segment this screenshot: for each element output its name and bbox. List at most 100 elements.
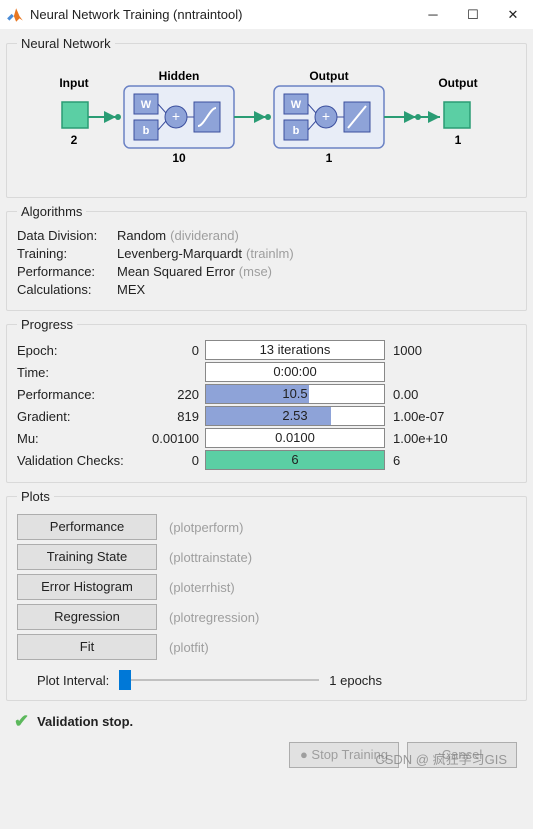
svg-text:1: 1 xyxy=(454,133,461,147)
svg-text:1: 1 xyxy=(325,151,332,165)
progress-bar: 6 xyxy=(205,450,385,470)
progress-label: Mu: xyxy=(17,431,145,446)
progress-bar-text: 2.53 xyxy=(206,407,384,425)
progress-row: Gradient:8192.531.00e-07 xyxy=(17,406,516,426)
svg-text:10: 10 xyxy=(172,151,186,165)
progress-label: Gradient: xyxy=(17,409,145,424)
progress-min: 0.00100 xyxy=(145,431,205,446)
plot-interval-value: 1 epochs xyxy=(329,673,382,688)
algorithms-legend: Algorithms xyxy=(17,204,86,219)
progress-row: Time: 0:00:00 xyxy=(17,362,516,382)
status-row: ✔ Validation stop. xyxy=(6,707,527,736)
close-button[interactable]: ✕ xyxy=(493,0,533,30)
algorithm-label: Calculations: xyxy=(17,282,117,297)
progress-row: Mu:0.001000.01001.00e+10 xyxy=(17,428,516,448)
progress-min: 220 xyxy=(145,387,205,402)
svg-text:Output: Output xyxy=(438,76,477,90)
progress-bar-text: 0:00:00 xyxy=(206,363,384,381)
progress-bar-text: 13 iterations xyxy=(206,341,384,359)
algorithm-hint: (mse) xyxy=(239,264,272,279)
plot-row: Performance (plotperform) xyxy=(17,514,516,540)
progress-bar-text: 0.0100 xyxy=(206,429,384,447)
maximize-button[interactable]: ☐ xyxy=(453,0,493,30)
plot-button[interactable]: Regression xyxy=(17,604,157,630)
window-title: Neural Network Training (nntraintool) xyxy=(30,7,413,22)
progress-min: 819 xyxy=(145,409,205,424)
cancel-button[interactable]: Cancel xyxy=(407,742,517,768)
svg-text:W: W xyxy=(140,99,151,111)
plots-legend: Plots xyxy=(17,489,54,504)
progress-bar-text: 10.5 xyxy=(206,385,384,403)
svg-text:+: + xyxy=(171,108,179,124)
progress-max: 1.00e+10 xyxy=(385,431,448,446)
plot-interval-label: Plot Interval: xyxy=(37,673,109,688)
checkmark-icon: ✔ xyxy=(14,711,29,732)
progress-max: 0.00 xyxy=(385,387,418,402)
minimize-button[interactable]: ─ xyxy=(413,0,453,30)
plot-button[interactable]: Fit xyxy=(17,634,157,660)
algorithm-label: Training: xyxy=(17,246,117,261)
svg-text:2: 2 xyxy=(70,133,77,147)
plot-button[interactable]: Training State xyxy=(17,544,157,570)
plot-hint: (plottrainstate) xyxy=(169,550,252,565)
algorithm-hint: (dividerand) xyxy=(170,228,239,243)
svg-text:b: b xyxy=(292,125,299,137)
progress-row: Validation Checks:066 xyxy=(17,450,516,470)
progress-label: Epoch: xyxy=(17,343,145,358)
plot-row: Training State (plottrainstate) xyxy=(17,544,516,570)
algorithm-value: Levenberg-Marquardt xyxy=(117,246,242,261)
algorithms-group: Algorithms Data Division:Random (dividera… xyxy=(6,204,527,311)
plot-interval-slider[interactable] xyxy=(119,670,319,690)
svg-text:Hidden: Hidden xyxy=(158,69,199,83)
progress-legend: Progress xyxy=(17,317,77,332)
svg-text:+: + xyxy=(321,108,329,124)
plot-row: Regression (plotregression) xyxy=(17,604,516,630)
plot-hint: (ploterrhist) xyxy=(169,580,235,595)
neural-network-legend: Neural Network xyxy=(17,36,115,51)
algorithm-row: Data Division:Random (dividerand) xyxy=(17,228,516,243)
plot-hint: (plotfit) xyxy=(169,640,209,655)
progress-bar: 0:00:00 xyxy=(205,362,385,382)
progress-label: Performance: xyxy=(17,387,145,402)
plot-hint: (plotperform) xyxy=(169,520,243,535)
progress-bar-text: 6 xyxy=(206,451,384,469)
progress-max: 1.00e-07 xyxy=(385,409,444,424)
neural-network-group: Neural Network Input2HiddenWb+10OutputWb… xyxy=(6,36,527,198)
algorithm-row: Training:Levenberg-Marquardt (trainlm) xyxy=(17,246,516,261)
algorithm-label: Data Division: xyxy=(17,228,117,243)
algorithm-value: Random xyxy=(117,228,166,243)
titlebar: Neural Network Training (nntraintool) ─ … xyxy=(0,0,533,30)
progress-row: Performance:22010.50.00 xyxy=(17,384,516,404)
svg-text:b: b xyxy=(142,125,149,137)
algorithm-label: Performance: xyxy=(17,264,117,279)
status-text: Validation stop. xyxy=(37,714,133,729)
progress-bar: 13 iterations xyxy=(205,340,385,360)
matlab-logo-icon xyxy=(6,6,24,24)
progress-row: Epoch:013 iterations1000 xyxy=(17,340,516,360)
progress-group: Progress Epoch:013 iterations1000Time:0:… xyxy=(6,317,527,483)
progress-bar: 2.53 xyxy=(205,406,385,426)
progress-label: Validation Checks: xyxy=(17,453,145,468)
progress-label: Time: xyxy=(17,365,145,380)
plots-group: Plots Performance (plotperform) Training S… xyxy=(6,489,527,701)
algorithm-value: MEX xyxy=(117,282,145,297)
plot-button[interactable]: Error Histogram xyxy=(17,574,157,600)
progress-max: 1000 xyxy=(385,343,422,358)
plot-button[interactable]: Performance xyxy=(17,514,157,540)
progress-bar: 10.5 xyxy=(205,384,385,404)
network-diagram: Input2HiddenWb+10OutputWb+1Output1 xyxy=(17,57,516,187)
svg-text:Output: Output xyxy=(309,69,348,83)
algorithm-row: Performance:Mean Squared Error (mse) xyxy=(17,264,516,279)
progress-min: 0 xyxy=(145,453,205,468)
algorithm-hint: (trainlm) xyxy=(246,246,294,261)
stop-training-button[interactable]: ● Stop Training xyxy=(289,742,399,768)
algorithm-value: Mean Squared Error xyxy=(117,264,235,279)
progress-bar: 0.0100 xyxy=(205,428,385,448)
plot-row: Error Histogram (ploterrhist) xyxy=(17,574,516,600)
plot-interval-row: Plot Interval: 1 epochs xyxy=(17,670,516,690)
svg-text:Input: Input xyxy=(59,76,88,90)
algorithm-row: Calculations:MEX xyxy=(17,282,516,297)
progress-min: 0 xyxy=(145,343,205,358)
plot-hint: (plotregression) xyxy=(169,610,259,625)
plot-row: Fit (plotfit) xyxy=(17,634,516,660)
